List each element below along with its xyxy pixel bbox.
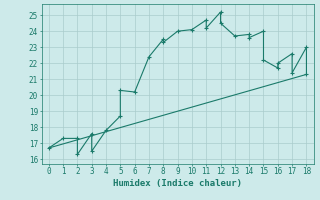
X-axis label: Humidex (Indice chaleur): Humidex (Indice chaleur)	[113, 179, 242, 188]
